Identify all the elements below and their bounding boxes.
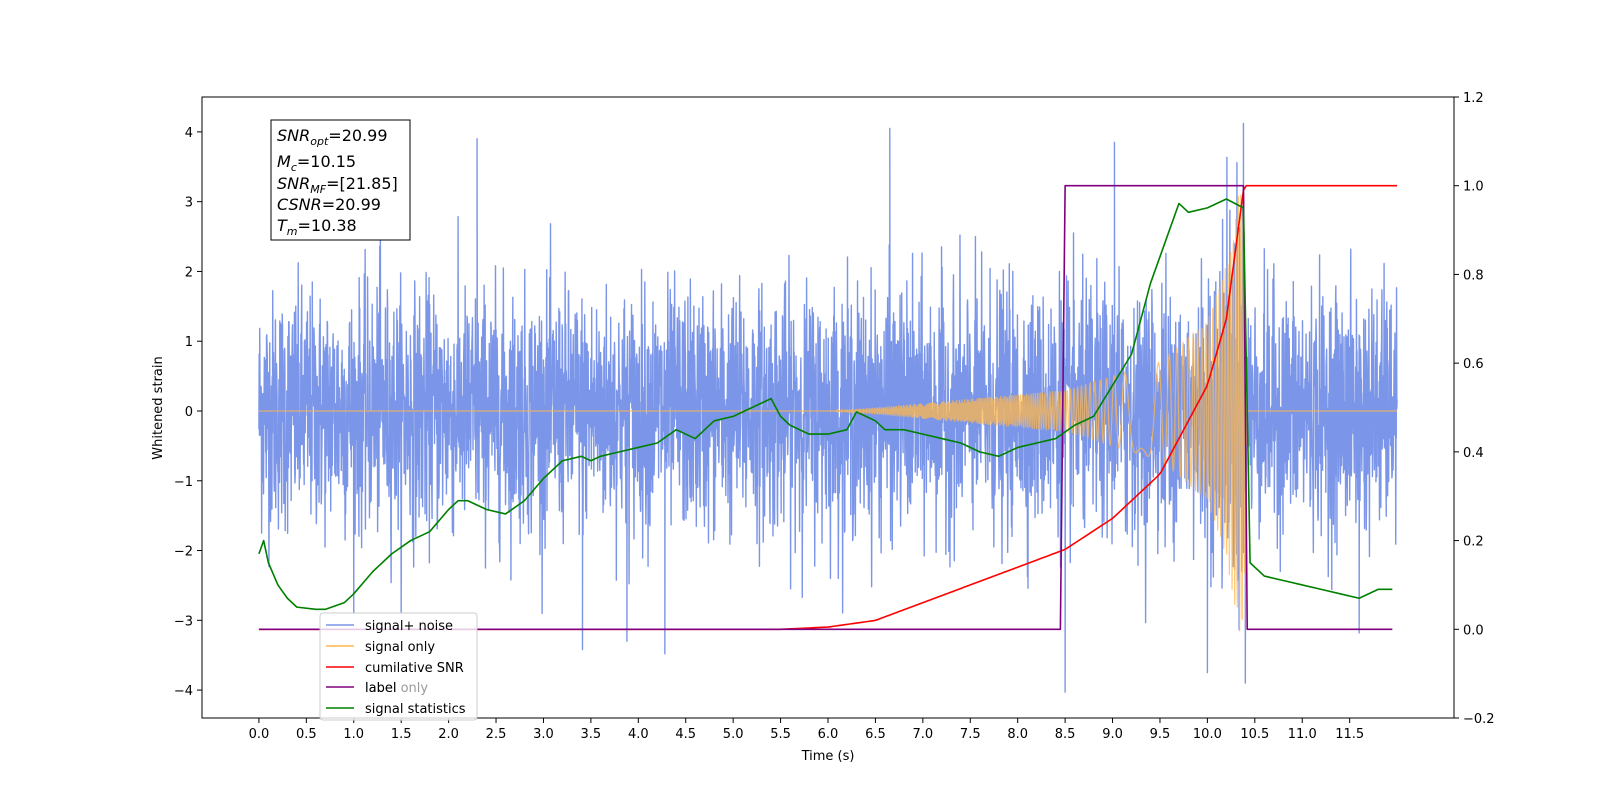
left-y-axis-ticks: 4 3 2 1 0 −1 −2 −3 −4 — [174, 126, 202, 699]
x-tick-label: 2.5 — [486, 727, 507, 742]
stats-box: SNRopt=20.99 Mc=10.15 SNRMF=[21.85] CSNR… — [270, 119, 411, 241]
legend-label-signal-noise: signal+ noise — [365, 619, 453, 634]
left-y-tick-label: −3 — [174, 614, 193, 629]
legend-label-signal-only: signal only — [365, 640, 435, 655]
x-tick-label: 3.5 — [581, 727, 602, 742]
x-tick-label: 11.0 — [1288, 727, 1317, 742]
left-y-tick-label: 1 — [185, 335, 193, 350]
legend-overlapped-label: label only — [365, 681, 428, 696]
x-tick-label: 9.5 — [1150, 727, 1171, 742]
x-axis-ticks: 0.0 0.5 1.0 1.5 2.0 2.5 3.0 3.5 4.0 4.5 5.0 5.5 6.0 6… — [249, 718, 1364, 742]
left-y-tick-label: 4 — [185, 126, 193, 141]
x-tick-label: 7.0 — [913, 727, 934, 742]
right-y-tick-label: −0.2 — [1463, 712, 1495, 727]
right-y-axis-ticks: 1.2 1.0 0.8 0.6 0.4 0.2 0.0 −0.2 — [1454, 91, 1495, 727]
legend-label-signal-statistics: signal statistics — [365, 702, 466, 717]
legend-label-cumulative-snr: cumilative SNR — [365, 661, 464, 676]
x-tick-label: 3.0 — [533, 727, 554, 742]
x-tick-label: 1.5 — [391, 727, 412, 742]
x-tick-label: 10.5 — [1240, 727, 1269, 742]
right-y-tick-label: 0.6 — [1463, 357, 1484, 372]
left-y-tick-label: 2 — [185, 265, 193, 280]
right-y-tick-label: 0.0 — [1463, 623, 1484, 638]
left-y-tick-label: −1 — [174, 475, 193, 490]
x-tick-label: 2.0 — [438, 727, 459, 742]
left-y-axis-label: Whitened strain — [151, 356, 166, 459]
x-tick-label: 10.0 — [1193, 727, 1222, 742]
x-tick-label: 5.5 — [770, 727, 791, 742]
left-y-tick-label: 3 — [185, 196, 193, 211]
legend-label-label: label — [365, 681, 396, 696]
right-y-tick-label: 1.2 — [1463, 91, 1484, 106]
x-tick-label: 7.5 — [960, 727, 981, 742]
x-tick-label: 8.5 — [1055, 727, 1076, 742]
right-y-tick-label: 0.4 — [1463, 446, 1484, 461]
right-y-tick-label: 1.0 — [1463, 180, 1484, 195]
x-tick-label: 4.0 — [628, 727, 649, 742]
x-tick-label: 6.5 — [865, 727, 886, 742]
left-y-tick-label: 0 — [185, 405, 193, 420]
stats-box-frame — [270, 119, 411, 241]
x-tick-label: 0.0 — [249, 727, 270, 742]
left-y-tick-label: −4 — [174, 684, 193, 699]
right-y-tick-label: 0.2 — [1463, 535, 1484, 550]
x-tick-label: 6.0 — [818, 727, 839, 742]
series-signal-statistics — [258, 198, 1393, 611]
x-tick-label: 9.0 — [1102, 727, 1123, 742]
x-axis-label: Time (s) — [801, 749, 855, 764]
series-signal-noise — [258, 122, 1398, 693]
plot-series-layer — [258, 122, 1398, 693]
stats-merger-time: Tm=10.38 — [277, 216, 357, 238]
stats-csnr: CSNR=20.99 — [277, 195, 381, 214]
x-tick-label: 5.0 — [723, 727, 744, 742]
series-label — [258, 184, 1393, 631]
left-y-tick-label: −2 — [174, 545, 193, 560]
x-tick-label: 11.5 — [1335, 727, 1364, 742]
x-tick-label: 1.0 — [343, 727, 364, 742]
stats-snr-mf: SNRMF=[21.85] — [277, 174, 398, 196]
x-tick-label: 4.5 — [675, 727, 696, 742]
stats-chirp-mass: Mc=10.15 — [277, 152, 356, 174]
stats-snr-opt: SNRopt=20.99 — [277, 126, 388, 148]
series-signal-only — [258, 185, 1398, 632]
legend: signal+ noise signal only cumilative SNR… — [319, 612, 478, 721]
legend-frame — [319, 612, 478, 721]
right-y-tick-label: 0.8 — [1463, 268, 1484, 283]
x-tick-label: 8.0 — [1007, 727, 1028, 742]
x-tick-label: 0.5 — [296, 727, 317, 742]
